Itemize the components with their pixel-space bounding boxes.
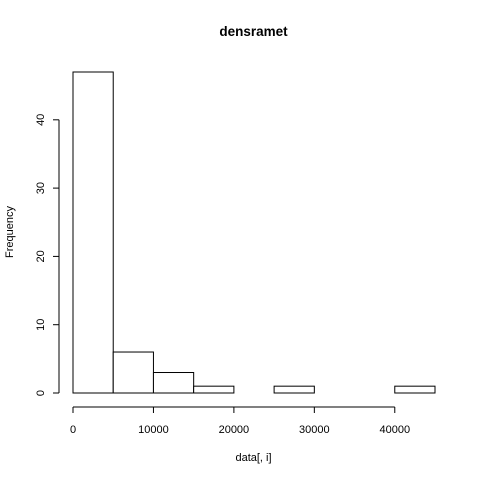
y-tick-label: 20 (35, 250, 47, 262)
chart-title: densramet (219, 24, 288, 39)
histogram-bar (273, 385, 315, 394)
bars (72, 71, 436, 394)
y-axis: 0 10 20 30 40 (35, 114, 60, 396)
histogram-bar (72, 71, 114, 394)
histogram-bar (193, 385, 235, 394)
histogram-bar (112, 351, 154, 394)
histogram-bar (152, 372, 195, 394)
y-axis-title: Frequency (4, 206, 16, 258)
y-tick-label: 30 (35, 182, 47, 194)
histogram-bar (394, 385, 436, 394)
y-tick-label: 10 (35, 319, 47, 331)
x-tick-label: 0 (70, 424, 76, 436)
y-tick-label: 0 (35, 390, 47, 396)
y-tick-label: 40 (35, 114, 47, 126)
x-axis-title: data[, i] (235, 452, 271, 464)
x-tick-label: 10000 (138, 424, 169, 436)
x-tick-label: 30000 (299, 424, 330, 436)
x-axis: 0 10000 20000 30000 40000 (70, 406, 410, 436)
x-tick-label: 20000 (219, 424, 250, 436)
x-tick-label: 40000 (379, 424, 410, 436)
